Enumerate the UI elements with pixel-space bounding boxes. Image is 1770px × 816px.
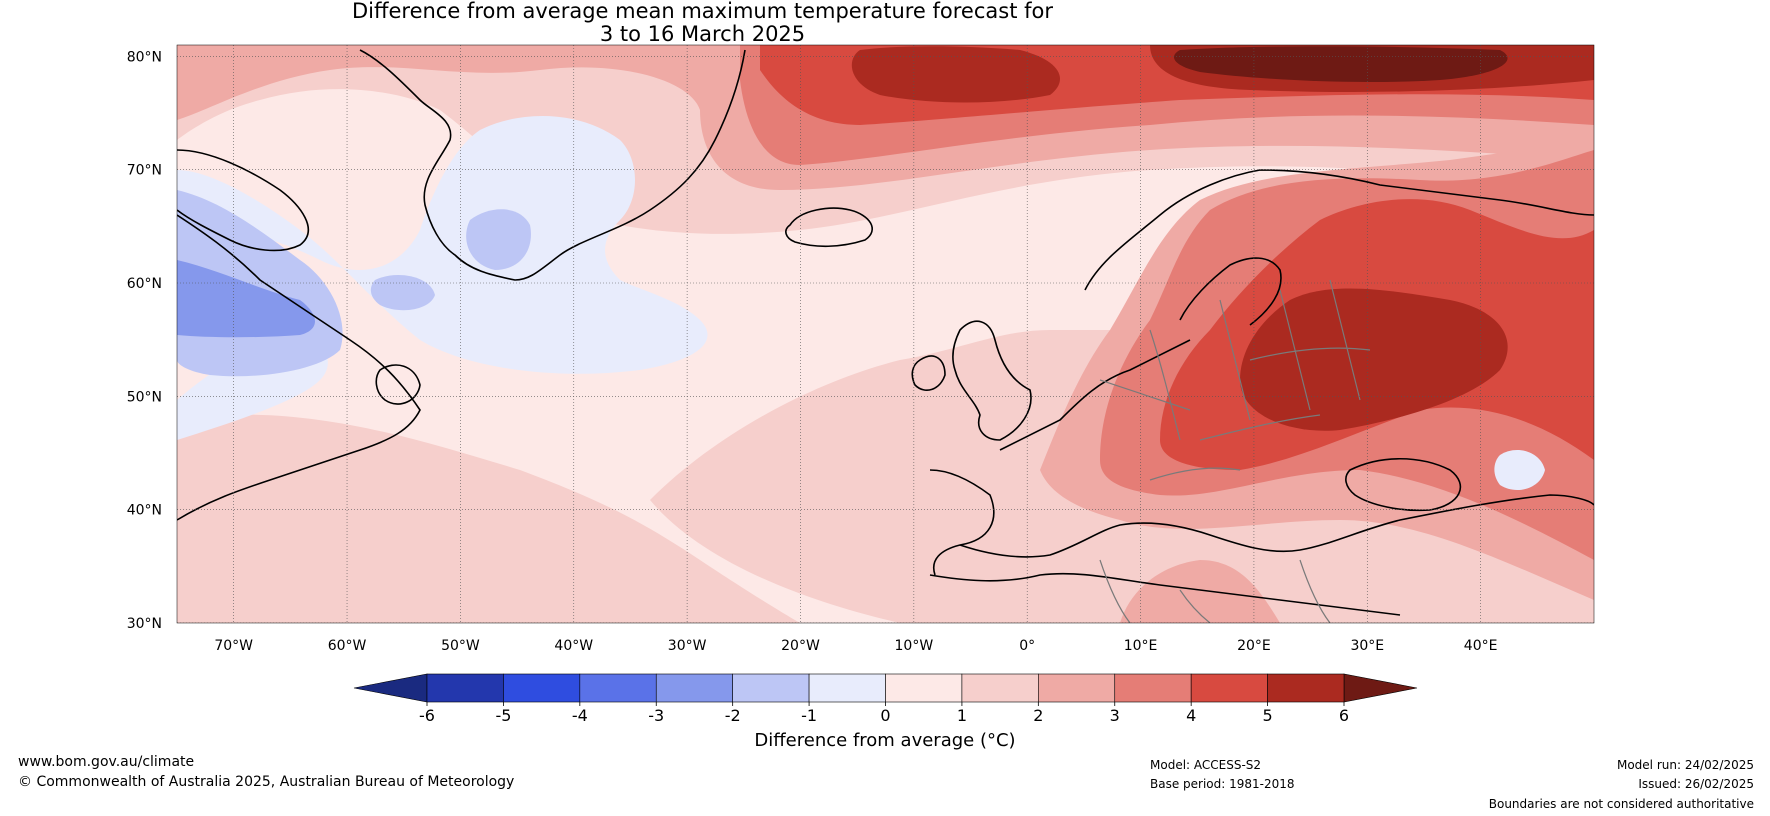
map-border — [176, 44, 1595, 624]
north-africa-borders — [1099, 559, 1331, 623]
colorbar-swatch — [1114, 673, 1192, 703]
title-line-1: Difference from average mean maximum tem… — [352, 0, 1053, 23]
iceland-coastline — [785, 207, 873, 248]
footer-website: www.bom.gov.au/climate — [18, 754, 195, 770]
map-title: Difference from average mean maximum tem… — [0, 0, 1405, 46]
british-isles-coastline — [911, 320, 1032, 441]
graticule — [177, 45, 1594, 623]
colorbar-swatch — [808, 673, 886, 703]
footer-model: Model: ACCESS-S2 — [1150, 758, 1262, 772]
colorbar-swatch — [1038, 673, 1116, 703]
colorbar-under-arrow — [353, 673, 428, 703]
lat-tick-label: 80°N — [127, 49, 162, 65]
footer-issued: Issued: 26/02/2025 — [1638, 777, 1754, 791]
colorbar-swatch — [503, 673, 581, 703]
anomaly-region-minus3-minus2 — [177, 260, 315, 338]
lon-tick-label: 10°E — [1124, 638, 1158, 654]
colorbar-tick-label: -5 — [495, 706, 511, 725]
north-africa-coastline — [929, 572, 1401, 616]
europe-coastline — [929, 339, 1594, 576]
colorbar-tick-label: -1 — [801, 706, 817, 725]
longitude-tick-labels: 70°W 60°W 50°W 40°W 30°W 20°W 10°W 0° 10°E 20°E 30… — [214, 638, 1497, 654]
colorbar-swatch — [1267, 673, 1345, 703]
lat-tick-label: 60°N — [127, 276, 162, 292]
colorbar-tick-label: -6 — [419, 706, 435, 725]
lon-tick-label: 70°W — [214, 638, 253, 654]
labrador-coastline — [177, 214, 421, 521]
colorbar-tick-label: 6 — [1339, 706, 1349, 725]
anomaly-region-5-6-europe — [1240, 288, 1508, 431]
lon-tick-label: 20°W — [781, 638, 820, 654]
colorbar-tick-label: -3 — [648, 706, 664, 725]
map-panel — [176, 44, 1595, 624]
lat-tick-label: 30°N — [127, 616, 162, 632]
lon-tick-label: 30°E — [1350, 638, 1384, 654]
colorbar-tick-label: 4 — [1186, 706, 1196, 725]
lon-tick-label: 40°W — [554, 638, 593, 654]
anomaly-region-minus2-minus1-baffin — [370, 275, 435, 311]
lat-tick-label: 70°N — [127, 163, 162, 179]
colorbar-tick-label: 3 — [1110, 706, 1120, 725]
footer-model-run: Model run: 24/02/2025 — [1616, 758, 1754, 772]
anomaly-region-2-3-north-africa — [1120, 560, 1280, 623]
colorbar-swatch — [732, 673, 810, 703]
country-borders — [1099, 279, 1371, 623]
colorbar — [353, 673, 1418, 703]
anomaly-region-6-plus — [1174, 46, 1508, 83]
colorbar-tick-label: 5 — [1262, 706, 1272, 725]
lat-tick-label: 50°N — [127, 389, 162, 405]
lon-tick-label: 60°W — [328, 638, 367, 654]
colorbar-swatch — [961, 673, 1039, 703]
europe-borders — [1099, 279, 1371, 481]
colorbar-tick-label: -2 — [725, 706, 741, 725]
latitude-tick-labels: 80°N 70°N 60°N 50°N 40°N 30°N — [127, 49, 162, 632]
anomaly-region-minus1-0-caspian — [1494, 450, 1545, 490]
footer-disclaimer: Boundaries are not considered authoritat… — [1488, 797, 1754, 811]
footer-copyright: © Commonwealth of Australia 2025, Austra… — [18, 774, 515, 790]
anomaly-region-minus1-0-west — [177, 116, 708, 374]
lon-tick-label: 20°E — [1237, 638, 1271, 654]
colorbar-tick-labels: -6 -5 -4 -3 -2 -1 0 1 2 3 4 5 6 — [419, 702, 1349, 725]
colorbar-swatch — [655, 673, 733, 703]
anomaly-field — [177, 45, 1594, 623]
baffin-coastline — [177, 149, 310, 252]
colorbar-tick-label: 1 — [957, 706, 967, 725]
scandinavia-coastline — [1084, 169, 1594, 326]
colorbar-title: Difference from average (°C) — [754, 730, 1015, 751]
lat-tick-label: 40°N — [127, 503, 162, 519]
colorbar-tick-label: -4 — [572, 706, 588, 725]
anomaly-region-minus2-minus1-greenland — [466, 209, 531, 270]
colorbar-over-arrow — [1343, 673, 1418, 703]
title-line-2: 3 to 16 March 2025 — [599, 22, 806, 46]
black-sea-coastline — [1345, 458, 1462, 512]
anomaly-region-1-2-atlantic-south — [177, 414, 800, 623]
lon-tick-label: 10°W — [895, 638, 934, 654]
colorbar-tick-label: 0 — [880, 706, 890, 725]
lon-tick-label: 0° — [1019, 638, 1035, 654]
colorbar-tick-label: 2 — [1033, 706, 1043, 725]
colorbar-swatch — [426, 673, 504, 703]
lon-tick-label: 40°E — [1464, 638, 1498, 654]
newfoundland-coastline — [375, 364, 421, 405]
footer-base-period: Base period: 1981-2018 — [1150, 777, 1295, 791]
anomaly-region-5-6-arctic-west — [851, 46, 1060, 103]
lon-tick-label: 30°W — [668, 638, 707, 654]
colorbar-swatch — [1190, 673, 1268, 703]
lon-tick-label: 50°W — [441, 638, 480, 654]
colorbar-swatch — [579, 673, 657, 703]
colorbar-swatch — [885, 673, 963, 703]
